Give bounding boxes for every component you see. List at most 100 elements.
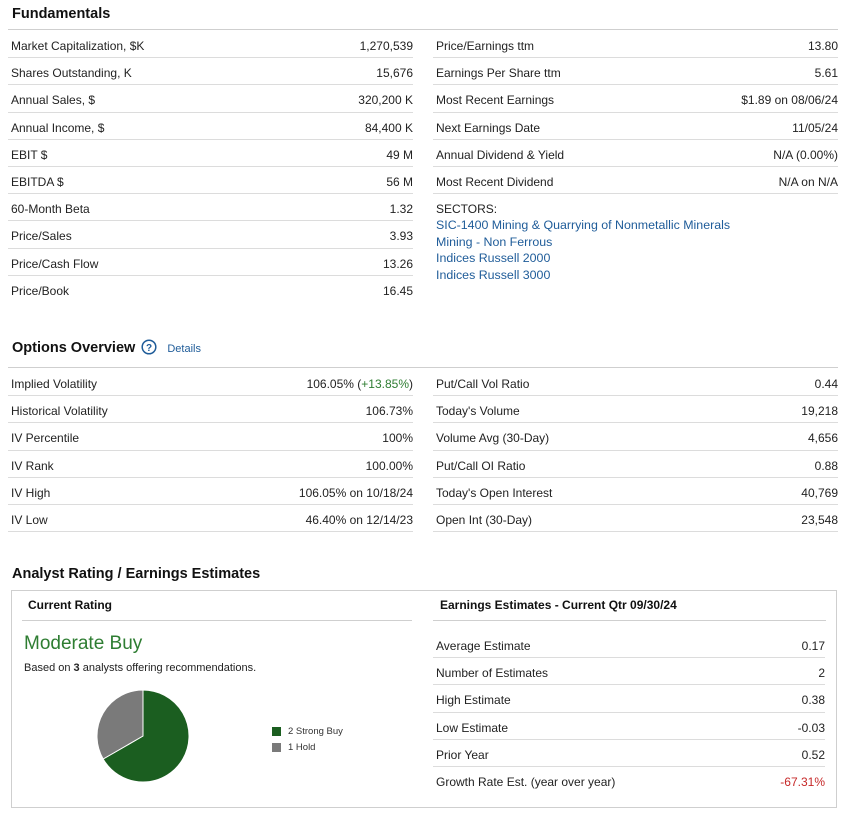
row-value: 0.88 [814,458,838,473]
row-label: Low Estimate [436,720,509,735]
row-value: 106.73% [365,404,413,419]
row-label: IV High [11,485,51,500]
row-label: Put/Call OI Ratio [436,458,526,473]
row-label: Growth Rate Est. (year over year) [436,774,616,789]
svg-text:?: ? [146,343,152,354]
row-value: 11/05/24 [792,120,838,135]
analyst-title: Analyst Rating / Earnings Estimates [12,566,261,582]
row-value: 0.44 [814,377,838,391]
row-value: 100.00% [365,458,413,473]
table-row: Average Estimate 0.17 [433,631,825,659]
row-value: 3.93 [389,229,413,244]
legend-item: 2 Strong Buy [272,723,343,739]
row-label: Price/Book [11,283,70,298]
row-label: Most Recent Earnings [436,93,555,108]
row-label: EBITDA $ [11,174,64,189]
estimates-rule [433,620,826,621]
table-row: Today's Volume 19,218 [433,396,838,424]
table-row: Implied Volatility 106.05% (+13.85%) [8,369,413,397]
question-circle-icon[interactable]: ? [141,339,157,355]
fundamentals-rule [8,29,838,30]
row-value: 49 M [386,147,413,162]
row-label: Price/Earnings ttm [436,39,535,53]
table-row: Put/Call Vol Ratio 0.44 [433,369,838,397]
legend-swatch [272,726,281,736]
table-row: Number of Estimates 2 [433,658,825,686]
row-label: 60-Month Beta [11,202,90,217]
row-value: 15,676 [376,66,413,81]
table-row: Market Capitalization, $K 1,270,539 [8,31,413,59]
row-value: 13.80 [807,39,838,53]
row-value: 13.26 [382,256,413,271]
current-rating-rule [22,620,412,621]
table-row: IV Low 46.40% on 12/14/23 [8,505,413,533]
table-row: Shares Outstanding, K 15,676 [8,58,413,86]
based-prefix: Based on [24,662,74,674]
rating-legend: 2 Strong Buy 1 Hold [272,723,343,755]
table-row: Price/Cash Flow 13.26 [8,249,413,276]
sector-link[interactable]: Indices Russell 2000 [436,251,551,266]
row-label: Annual Dividend & Yield [436,147,565,162]
row-label: Today's Volume [436,404,520,419]
sector-link[interactable]: Indices Russell 3000 [436,267,551,282]
row-value: 0.52 [801,747,825,762]
analyst-count: 3 [73,662,80,674]
table-row: Growth Rate Est. (year over year) -67.31% [433,767,825,794]
options-right-table: Put/Call Vol Ratio 0.44 Today's Volume 19,… [433,369,838,533]
legend-label: 1 Hold [288,741,316,753]
row-label: Average Estimate [436,639,531,653]
rating-description: Based on 3 analysts offering recommendat… [24,662,256,674]
implied-value: 106.05% ( [306,377,362,391]
rating-value: Moderate Buy [24,633,143,654]
pie-slice-1 [96,689,144,760]
sector-link[interactable]: Mining - Non Ferrous [436,234,553,249]
row-label: High Estimate [436,693,511,708]
row-label: Earnings Per Share ttm [436,66,561,81]
row-value: 0.17 [801,639,825,653]
based-suffix: analysts offering recommendations. [79,662,257,674]
table-row: Price/Book 16.45 [8,276,413,303]
row-label: Annual Sales, $ [11,93,96,108]
row-value: 4,656 [807,431,838,446]
row-label: Number of Estimates [436,666,549,681]
row-label: Historical Volatility [11,404,108,419]
table-row: Earnings Per Share ttm 5.61 [433,58,838,86]
table-row: High Estimate 0.38 [433,685,825,713]
sector-link[interactable]: SIC-1400 Mining & Quarrying of Nonmetall… [436,218,731,233]
legend-label: 2 Strong Buy [288,725,343,737]
table-row: EBIT $ 49 M [8,140,413,167]
row-label: IV Percentile [11,431,80,446]
row-label: Shares Outstanding, K [11,66,132,81]
table-row: EBITDA $ 56 M [8,167,413,195]
options-rule [8,367,838,368]
row-label: Price/Cash Flow [11,256,99,271]
table-row: Open Int (30-Day) 23,548 [433,505,838,533]
row-label: Price/Sales [11,229,72,244]
table-row: Put/Call OI Ratio 0.88 [433,451,838,478]
row-label: Market Capitalization, $K [11,39,145,53]
row-label: EBIT $ [11,147,48,162]
row-value: N/A (0.00%) [773,147,838,162]
row-label: Put/Call Vol Ratio [436,377,530,391]
options-left-table: Implied Volatility 106.05% (+13.85%) His… [8,369,413,533]
row-value: 2 [818,666,825,681]
fundamentals-title: Fundamentals [12,6,111,22]
implied-close: ) [409,377,413,391]
row-value: 106.05% on 10/18/24 [298,485,413,500]
row-value: 84,400 K [364,120,413,135]
pie-slice-0 [102,689,190,783]
row-label: Today's Open Interest [436,485,553,500]
details-link[interactable]: Details [167,343,201,355]
options-title: Options Overview [12,340,136,356]
row-value: 19,218 [801,404,838,419]
row-value: 0.38 [801,693,825,708]
implied-change: +13.85% [361,377,409,391]
row-label: Open Int (30-Day) [436,512,533,527]
sectors-label: SECTORS: [436,202,498,216]
estimates-table: Average Estimate 0.17 Number of Estimates… [433,631,825,794]
row-label: Next Earnings Date [436,120,541,135]
row-label: Volume Avg (30-Day) [436,431,550,446]
table-row: Low Estimate -0.03 [433,713,825,740]
row-value: 100% [382,431,413,446]
row-label: Implied Volatility [11,377,98,391]
